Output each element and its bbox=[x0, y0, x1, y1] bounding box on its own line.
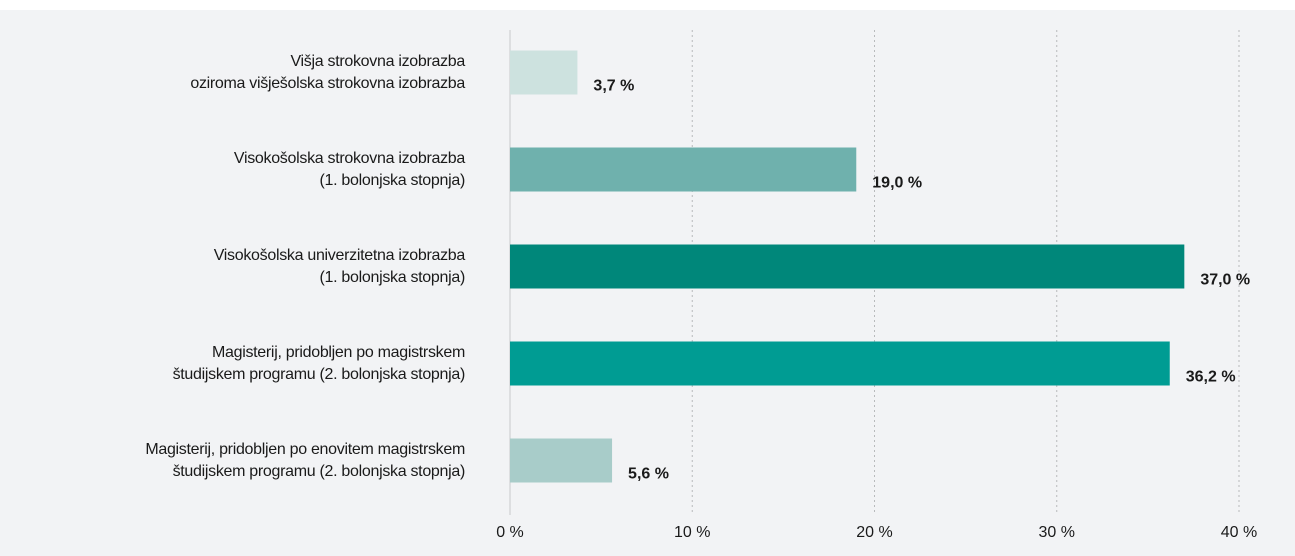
bar bbox=[510, 147, 857, 192]
bar bbox=[510, 50, 578, 95]
category-label: Magisterij, pridobljen po enovitem magis… bbox=[145, 440, 465, 480]
category-label: Visokošolska strokovna izobrazba (1. bol… bbox=[233, 149, 465, 189]
x-tick-label: 10 % bbox=[674, 524, 710, 541]
chart-area: 0 % 10 % 20 % 30 % 40 % 3,7 % 19,0 % 37,0 % 36,2… bbox=[0, 10, 1295, 556]
chart: 0 % 10 % 20 % 30 % 40 % 3,7 % 19,0 % 37,0 % 36,2… bbox=[496, 30, 1257, 541]
value-label: 37,0 % bbox=[1200, 272, 1250, 289]
bar bbox=[510, 244, 1185, 289]
category-label: Visokošolska univerzitetna izobrazba (1.… bbox=[213, 246, 466, 286]
bar bbox=[510, 341, 1170, 386]
category-label: Magisterij, pridobljen po magistrskem št… bbox=[172, 343, 466, 383]
x-tick-label: 40 % bbox=[1221, 524, 1257, 541]
value-label: 5,6 % bbox=[628, 466, 669, 483]
x-tick-label: 0 % bbox=[496, 524, 524, 541]
value-label: 36,2 % bbox=[1186, 369, 1236, 386]
bar bbox=[510, 438, 613, 483]
category-label: Višja strokovna izobrazba oziroma višješ… bbox=[190, 52, 465, 92]
x-tick-label: 30 % bbox=[1039, 524, 1075, 541]
x-tick-label: 20 % bbox=[856, 524, 892, 541]
value-label: 3,7 % bbox=[593, 78, 634, 95]
value-label: 19,0 % bbox=[872, 175, 922, 192]
